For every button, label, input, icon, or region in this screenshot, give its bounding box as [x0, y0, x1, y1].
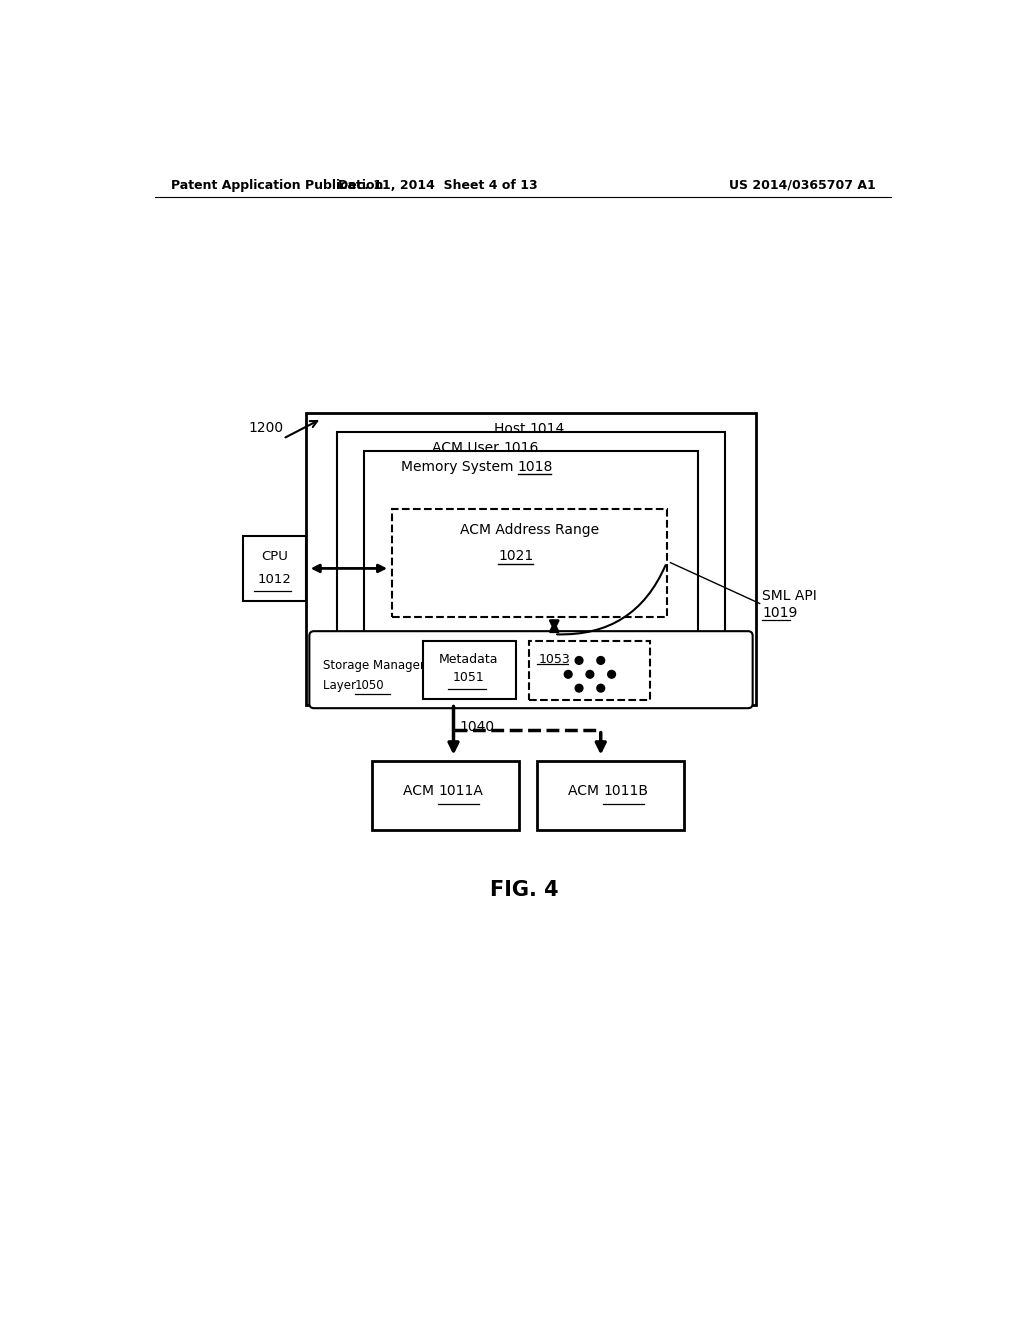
Circle shape [597, 656, 604, 664]
Text: 1011B: 1011B [603, 784, 648, 799]
Bar [243, 536, 306, 601]
FancyArrowPatch shape [557, 565, 666, 635]
Text: 1018: 1018 [518, 461, 553, 474]
Text: Layer: Layer [324, 678, 360, 692]
Circle shape [597, 684, 604, 692]
Text: Storage Management: Storage Management [324, 659, 452, 672]
Bar [337, 432, 725, 686]
Text: Dec. 11, 2014  Sheet 4 of 13: Dec. 11, 2014 Sheet 4 of 13 [338, 178, 538, 191]
Text: 1050: 1050 [355, 678, 385, 692]
Text: Patent Application Publication: Patent Application Publication [171, 178, 383, 191]
Text: 1019: 1019 [762, 606, 798, 619]
Text: ACM: ACM [567, 784, 603, 799]
Bar [529, 642, 649, 700]
Text: 1011A: 1011A [438, 784, 483, 799]
FancyBboxPatch shape [309, 631, 753, 708]
Text: Memory System: Memory System [401, 461, 518, 474]
Text: 1040: 1040 [460, 719, 495, 734]
Bar [365, 451, 697, 632]
Circle shape [607, 671, 615, 678]
Bar [538, 760, 684, 830]
Bar [391, 508, 667, 616]
Text: 1021: 1021 [499, 549, 534, 562]
Text: Metadata: Metadata [439, 653, 499, 665]
Text: CPU: CPU [261, 549, 288, 562]
Bar [372, 760, 519, 830]
Bar [306, 413, 756, 705]
Text: FIG. 4: FIG. 4 [490, 880, 559, 900]
Text: 1051: 1051 [454, 671, 485, 684]
Text: ACM Address Range: ACM Address Range [460, 523, 599, 537]
Text: 1012: 1012 [258, 573, 292, 586]
Text: 1014: 1014 [529, 422, 564, 436]
Text: Host: Host [494, 422, 529, 436]
Circle shape [564, 671, 572, 678]
Circle shape [575, 684, 583, 692]
Text: 1053: 1053 [539, 653, 570, 665]
Circle shape [586, 671, 594, 678]
Text: ACM: ACM [402, 784, 438, 799]
Text: US 2014/0365707 A1: US 2014/0365707 A1 [729, 178, 876, 191]
Text: 1016: 1016 [504, 441, 539, 455]
Text: SML API: SML API [762, 589, 817, 603]
Circle shape [575, 656, 583, 664]
Text: 1200: 1200 [248, 421, 284, 434]
Bar [423, 642, 515, 700]
Text: ACM User: ACM User [432, 441, 504, 455]
